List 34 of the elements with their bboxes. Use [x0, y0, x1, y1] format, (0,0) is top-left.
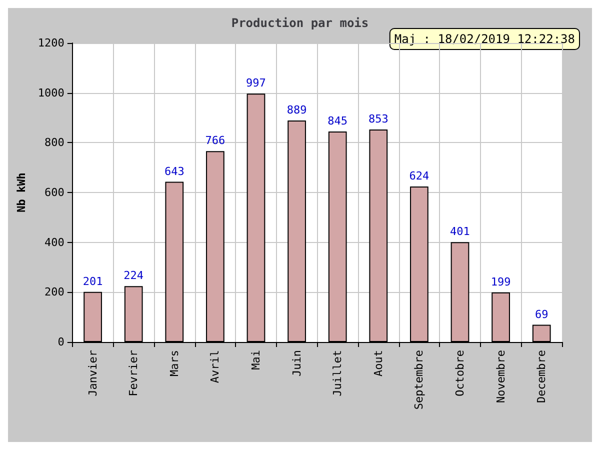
x-tick-label: Mai: [249, 350, 262, 370]
x-tick-label: Octobre: [454, 350, 466, 396]
y-tick-label: 600: [44, 186, 64, 199]
y-tick-label: 1200: [38, 36, 64, 50]
x-tick-label: Avril: [208, 350, 222, 384]
data-label: 889: [286, 103, 307, 116]
x-tick-label: Mars: [168, 350, 181, 376]
x-tick-label: Juin: [290, 350, 304, 376]
x-tick-label: Septembre: [412, 350, 426, 410]
x-tick-label: Fevrier: [127, 350, 140, 396]
data-label: 624: [409, 170, 430, 183]
data-label: 199: [490, 275, 511, 288]
data-label: 845: [328, 114, 348, 128]
data-label: 69: [534, 308, 548, 321]
x-tick-label: Janvier: [86, 350, 100, 396]
x-tick-label: Novembre: [494, 350, 508, 403]
x-tick-label: Decembre: [535, 350, 548, 403]
y-axis-title: Nb kWh: [15, 172, 28, 212]
data-label: 224: [124, 269, 144, 282]
data-label: 766: [205, 134, 226, 148]
y-tick-label: 200: [44, 286, 64, 299]
data-label: 201: [82, 274, 103, 288]
y-tick-label: 1000: [38, 86, 64, 100]
data-label: 997: [246, 76, 266, 90]
data-label: 853: [368, 112, 388, 126]
chart-title: Production par mois: [231, 16, 369, 30]
y-tick-label: 800: [44, 136, 64, 150]
data-label: 401: [450, 225, 470, 238]
data-label: 643: [164, 164, 184, 178]
x-tick-label: Aout: [372, 350, 385, 376]
x-tick-label: Juillet: [331, 350, 344, 396]
y-tick-label: 400: [44, 236, 64, 249]
y-tick-label: 0: [58, 336, 64, 348]
annotation: Maj : 18/02/2019 12:22:38: [394, 32, 576, 46]
